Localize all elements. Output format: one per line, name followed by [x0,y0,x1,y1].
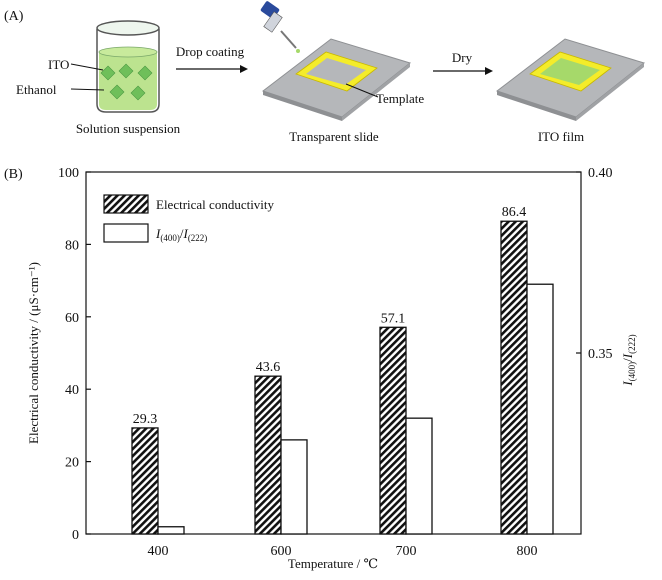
right-axis-ticks: 0.35 0.40 [576,166,613,362]
ratio-bar [280,439,308,535]
ito-film-illustration [495,38,646,121]
conductivity-bar [131,427,159,535]
ratio-bar [405,417,433,535]
dry-label: Dry [452,50,473,65]
panel-a: (A) ITO Ethanol Solution suspension Drop… [4,1,646,144]
x-axis-ticks: 400 600 700 800 [148,544,538,559]
ito-label: ITO [48,57,69,72]
legend: Electrical conductivity I(400)/I(222) [103,194,275,243]
template-label: Template [376,91,424,106]
drop-coating-label: Drop coating [176,44,245,59]
conductivity-value-label: 57.1 [381,311,406,326]
right-tick-label: 0.35 [588,347,613,362]
ito-particles [100,63,153,101]
ratio-bar [157,526,185,535]
x-tick-label: 700 [396,544,417,559]
conductivity-value-label: 29.3 [133,412,158,427]
panel-b: (B) 0 20 40 60 80 100 0.35 0.40 400 600 700 800 2… [4,166,637,571]
left-tick-label: 80 [65,238,79,253]
right-axis-title: I(400)/I(222) [620,334,637,386]
x-tick-label: 600 [271,544,292,559]
conductivity-bar [254,375,282,535]
legend-swatch-open [103,223,149,243]
right-tick-label: 0.40 [588,166,613,181]
x-tick-label: 400 [148,544,169,559]
x-tick-label: 800 [517,544,538,559]
conductivity-bar [500,220,528,535]
legend-swatch-hatched [103,194,149,214]
legend-label-conductivity: Electrical conductivity [156,197,275,212]
bars: 29.3 43.6 57.1 86.4 [131,205,554,535]
left-tick-label: 60 [65,311,79,326]
left-axis-title: Electrical conductivity / (μS·cm⁻¹) [26,262,41,444]
conductivity-value-label: 43.6 [256,360,281,375]
left-tick-label: 40 [65,383,79,398]
conductivity-bar [379,326,407,535]
beaker-caption: Solution suspension [76,121,181,136]
left-tick-label: 20 [65,456,79,471]
transparent-slide-illustration [261,38,412,121]
pipette-icon [260,1,300,53]
left-axis-ticks: 0 20 40 60 80 100 [58,166,91,543]
beaker-illustration [70,20,160,113]
slide-caption: Transparent slide [289,129,379,144]
panel-a-label: (A) [4,9,24,24]
template-frame [295,51,378,92]
ratio-bar [526,283,554,535]
arrow-right-icon [176,65,248,73]
ethanol-label: Ethanol [16,82,57,97]
conductivity-value-label: 86.4 [502,205,527,220]
panel-b-label: (B) [4,167,23,182]
film-caption: ITO film [538,129,584,144]
left-tick-label: 0 [72,528,79,543]
legend-label-ratio: I(400)/I(222) [155,226,207,243]
left-tick-label: 100 [58,166,79,181]
arrow-right-icon [433,67,493,75]
x-axis-title: Temperature / ℃ [288,556,378,571]
